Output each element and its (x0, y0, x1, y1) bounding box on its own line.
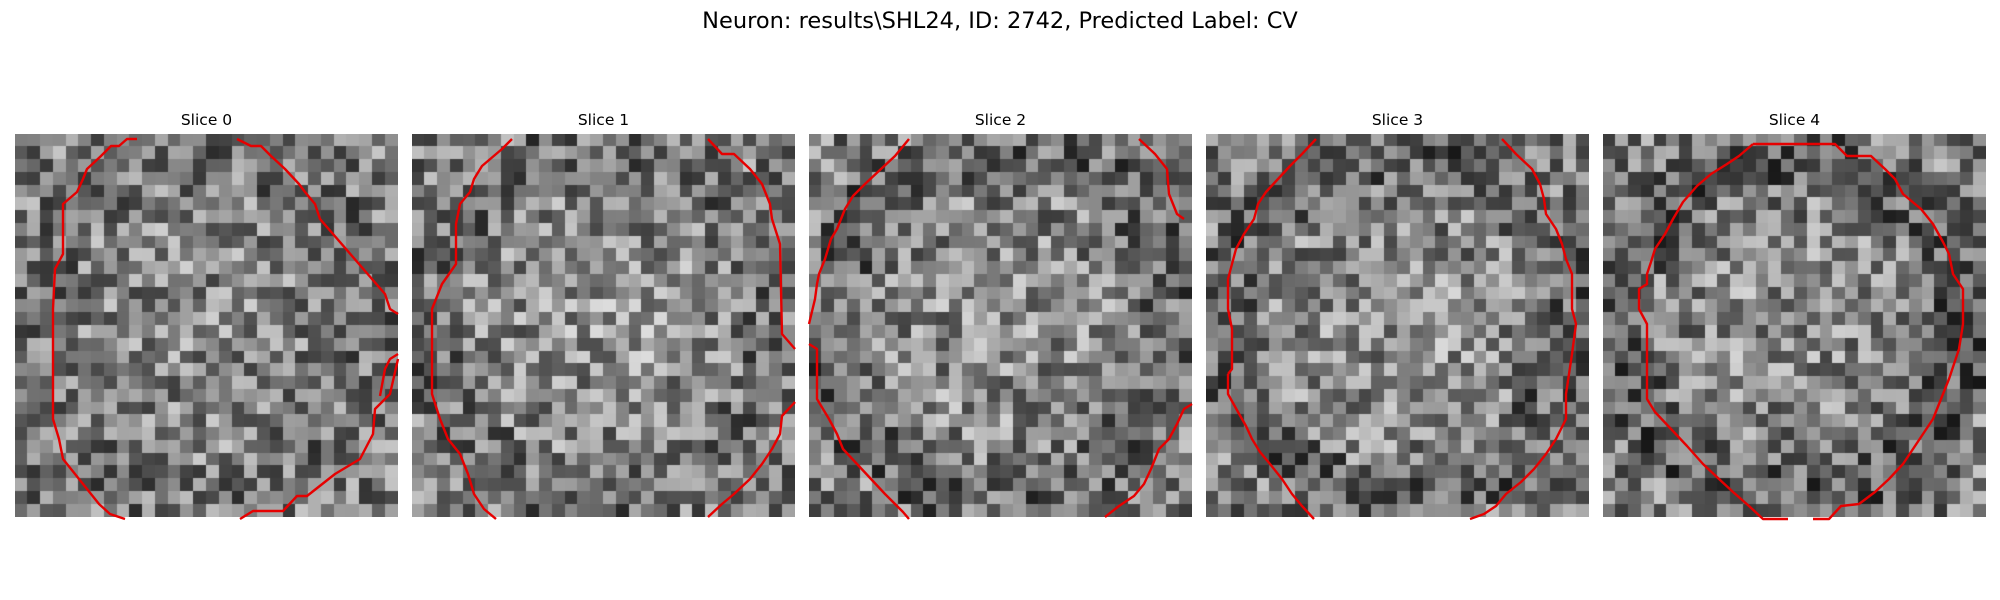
slice-title: Slice 0 (15, 109, 398, 131)
contour-segment (240, 359, 398, 519)
roi-contour (15, 134, 398, 517)
slice-panel-0: Slice 0 (15, 109, 398, 131)
roi-contour (1603, 134, 1986, 517)
contour-segment (708, 139, 795, 349)
slice-panel-1: Slice 1 (412, 109, 795, 131)
contour-segment (1228, 139, 1316, 374)
contour-segment (237, 139, 398, 314)
roi-contour (809, 134, 1192, 517)
contour-segment (1639, 144, 1788, 519)
figure-title: Neuron: results\SHL24, ID: 2742, Predict… (0, 8, 2000, 34)
contour-segment (809, 344, 909, 519)
slice-title: Slice 3 (1206, 109, 1589, 131)
contour-segment (1228, 374, 1314, 519)
contour-segment (1139, 139, 1184, 219)
contour-segment (1470, 139, 1576, 519)
contour-segment (1753, 144, 1963, 519)
contour-segment (708, 402, 795, 517)
contour-segment (809, 139, 909, 324)
slice-title: Slice 4 (1603, 109, 1986, 131)
slice-title: Slice 2 (809, 109, 1192, 131)
slice-panel-2: Slice 2 (809, 109, 1192, 131)
contour-segment (53, 139, 137, 519)
contour-segment (432, 139, 512, 519)
roi-contour (1206, 134, 1589, 517)
slice-panel-3: Slice 3 (1206, 109, 1589, 131)
roi-contour (412, 134, 795, 517)
slice-title: Slice 1 (412, 109, 795, 131)
contour-segment (1105, 404, 1192, 517)
slice-panel-4: Slice 4 (1603, 109, 1986, 131)
